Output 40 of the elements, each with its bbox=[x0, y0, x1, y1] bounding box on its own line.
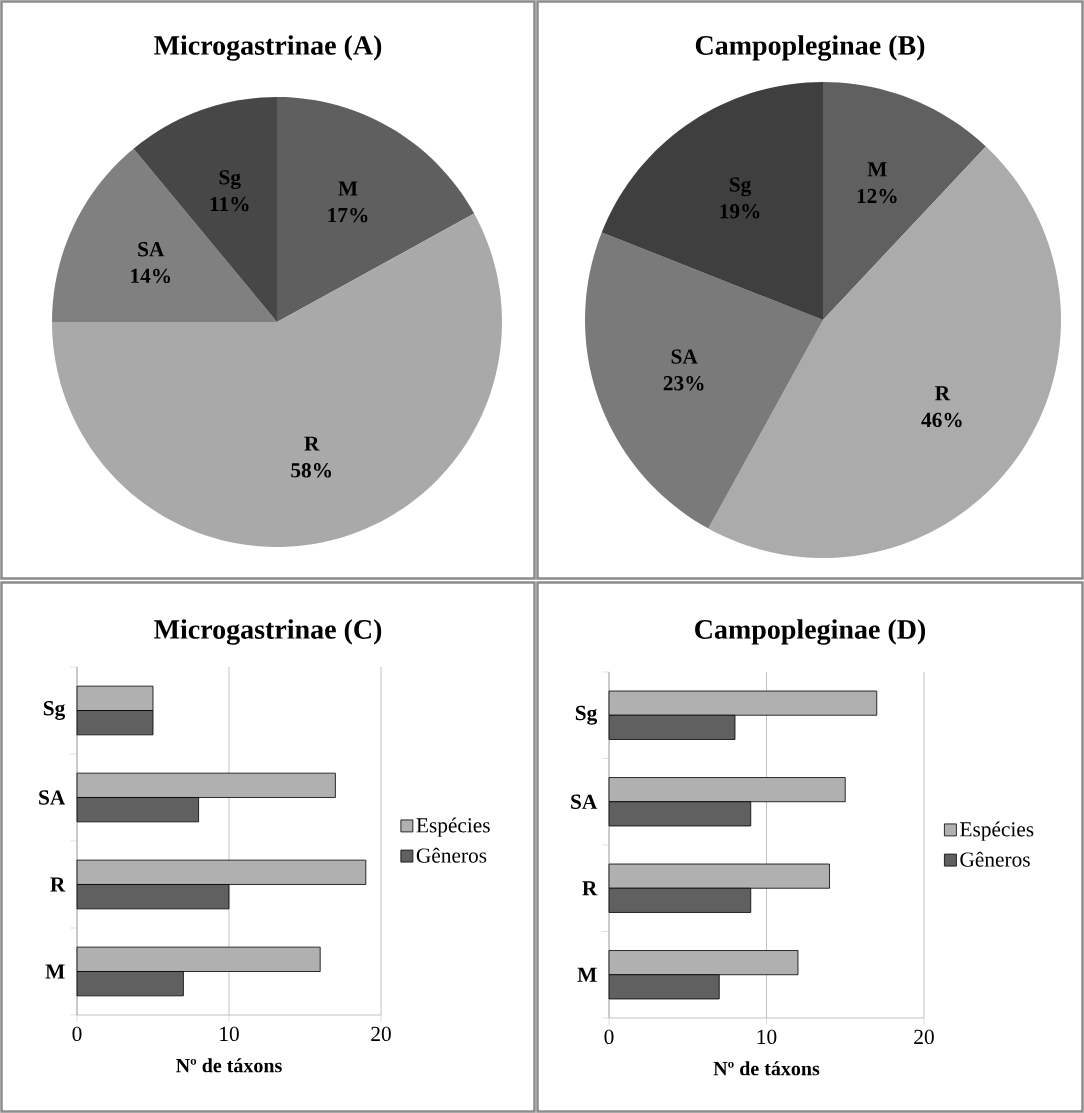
slice-label: R bbox=[304, 436, 320, 451]
chart-title: Microgastrinae (A) bbox=[154, 35, 382, 61]
y-tick-label: R bbox=[50, 877, 66, 892]
slice-label: M bbox=[338, 181, 358, 196]
slice-label: SA bbox=[138, 242, 165, 257]
data-label: 19% bbox=[720, 204, 760, 219]
y-tick-label: SA bbox=[39, 790, 66, 805]
data-label: 46% bbox=[921, 412, 962, 428]
y-tick-label: Sg bbox=[43, 701, 66, 720]
legend-label: Gêneros bbox=[960, 851, 1030, 867]
x-tick-label: 10 bbox=[757, 1029, 777, 1045]
legend-label: Espécies bbox=[960, 821, 1034, 841]
x-axis-title: Nº de táxons bbox=[713, 1061, 820, 1076]
legend-label: Espécies bbox=[416, 817, 490, 837]
data-label: 23% bbox=[663, 376, 704, 391]
slice-label: M bbox=[867, 162, 887, 177]
x-tick-label: 0 bbox=[604, 1029, 614, 1045]
chart-title: Microgastrinae (C) bbox=[154, 619, 382, 645]
data-label: 12% bbox=[857, 188, 897, 204]
x-tick-label: 20 bbox=[914, 1029, 934, 1045]
chart-title: Campopleginae (B) bbox=[695, 35, 925, 61]
legend-label: Gêneros bbox=[416, 847, 487, 863]
chart-title: Campopleginae (D) bbox=[695, 619, 926, 645]
slice-label: Sg bbox=[219, 170, 241, 190]
slice-label: SA bbox=[671, 349, 698, 364]
x-tick-label: 20 bbox=[371, 1026, 391, 1042]
y-tick-label: Sg bbox=[575, 705, 598, 725]
slice-label: R bbox=[935, 386, 951, 401]
y-tick-label: M bbox=[45, 964, 65, 979]
data-label: 17% bbox=[328, 207, 368, 223]
x-tick-label: 0 bbox=[72, 1026, 82, 1042]
slice-label: Sg bbox=[729, 177, 752, 197]
y-tick-label: M bbox=[577, 967, 597, 982]
x-axis-title: Nº de táxons bbox=[176, 1058, 282, 1073]
data-label: 14% bbox=[131, 268, 171, 284]
data-label: 58% bbox=[291, 463, 332, 478]
y-tick-label: R bbox=[582, 881, 598, 896]
y-tick-label: SA bbox=[571, 794, 598, 809]
x-tick-label: 10 bbox=[220, 1026, 239, 1042]
data-label: 11% bbox=[210, 196, 249, 212]
